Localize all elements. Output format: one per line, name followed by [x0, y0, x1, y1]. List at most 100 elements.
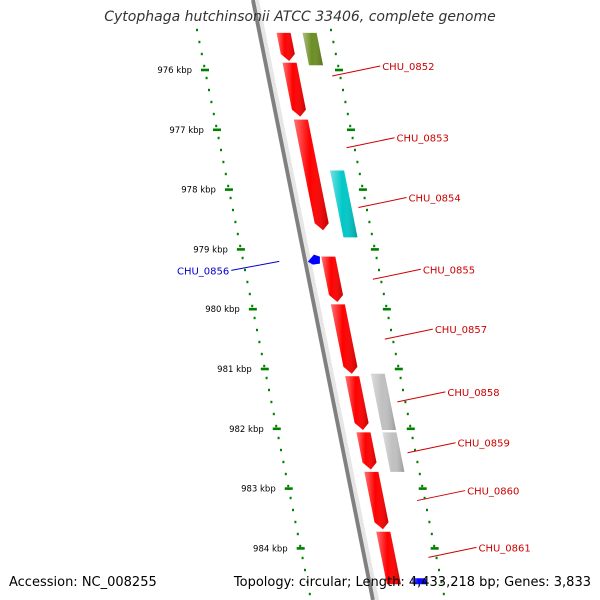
scale-dot — [308, 592, 311, 596]
scale-dot — [253, 316, 256, 320]
scale-dot — [430, 532, 433, 536]
scale-dot — [426, 508, 428, 512]
scale-dot — [284, 472, 287, 476]
scale-tick — [284, 487, 293, 490]
scale-tick — [248, 307, 257, 311]
scale-dot — [363, 196, 366, 200]
scale-dot — [392, 340, 395, 344]
map-title: Cytophaga hutchinsonii ATCC 33406, compl… — [104, 9, 496, 25]
gene-feature-shade — [282, 62, 306, 117]
scale-tick — [335, 68, 343, 72]
scale-dot — [399, 376, 402, 380]
scale-dot — [414, 448, 416, 452]
scale-dot — [241, 256, 244, 260]
gene-label: CHU_0860 — [467, 487, 519, 498]
scale-label: 977 kbp — [169, 126, 204, 136]
scale-dot — [217, 136, 220, 140]
scale-dot — [382, 292, 385, 296]
scale-dot — [251, 304, 254, 308]
gene-label-leader — [428, 546, 477, 558]
scale-dot — [394, 352, 397, 356]
scale-dot — [263, 364, 266, 368]
scale-dot — [378, 268, 380, 272]
scale-dot — [366, 208, 368, 212]
gene-feature-shade — [376, 531, 401, 585]
backbone-line — [255, 0, 379, 600]
scale-tick — [212, 128, 221, 132]
gene-label-leader — [372, 268, 421, 280]
scale-dot — [397, 364, 400, 368]
gene-label: CHU_0856 — [177, 266, 229, 277]
scale-dot — [203, 64, 206, 68]
scale-dot — [342, 88, 344, 92]
scale-dot — [215, 124, 218, 128]
scale-dot — [402, 388, 404, 392]
scale-dot — [351, 136, 354, 140]
scale-dot — [210, 100, 213, 104]
scale-dot — [421, 484, 424, 488]
scale-dot — [373, 244, 376, 248]
scale-tick — [272, 427, 281, 431]
scale-dot — [411, 436, 414, 440]
scale-dot — [224, 172, 227, 176]
scale-dot — [246, 280, 249, 284]
scale-tick — [236, 248, 245, 251]
scale-dot — [294, 520, 297, 524]
gene-feature-shade — [293, 119, 329, 231]
scale-dot — [428, 520, 431, 524]
scale-dot — [442, 592, 445, 596]
scale-dot — [385, 304, 388, 308]
scale-dot — [272, 412, 275, 416]
scale-tick — [296, 547, 305, 550]
scale-dot — [390, 328, 392, 332]
gene-feature-shade — [330, 170, 358, 238]
scale-label: 981 kbp — [217, 365, 252, 375]
scale-dot — [260, 352, 263, 356]
backbone — [251, 0, 379, 600]
scale-dot — [275, 424, 278, 428]
scale-dot — [409, 424, 412, 428]
scale-dot — [368, 220, 371, 224]
gene-feature — [307, 254, 320, 265]
gene-label: CHU_0855 — [423, 265, 475, 276]
gene-label: CHU_0858 — [447, 388, 499, 399]
gene-feature-shade — [370, 373, 396, 430]
gene-feature-shade — [345, 376, 369, 430]
scale-dot — [435, 556, 438, 560]
scale-dot — [358, 172, 361, 176]
scale-tick — [370, 248, 379, 251]
gene-label: CHU_0853 — [397, 134, 449, 145]
scale-dot — [292, 508, 294, 512]
scale-dot — [205, 76, 208, 80]
scale-dot — [229, 196, 232, 200]
scale-dot — [256, 328, 258, 332]
scale-dot — [282, 460, 285, 464]
genome-summary-text: Topology: circular; Length: 4,433,218 bp… — [233, 575, 591, 590]
scale-dot — [289, 496, 292, 500]
gene-feature-shade — [302, 32, 323, 66]
scale-tick — [201, 68, 209, 72]
scale-dot — [265, 376, 268, 380]
scale-dot — [212, 112, 215, 116]
accession-text: Accession: NC_008255 — [9, 575, 157, 590]
gene-label-leader — [397, 391, 446, 403]
scale-dot — [438, 568, 440, 572]
scale-dot — [244, 268, 246, 272]
scale-dot — [268, 388, 270, 392]
scale-tick — [224, 188, 233, 191]
scale-dot — [306, 580, 309, 584]
scale-dot — [416, 460, 419, 464]
scale-tick — [358, 188, 367, 191]
gene-feature-shade — [364, 471, 389, 530]
scale-tick — [346, 128, 355, 132]
scale-dot — [339, 76, 342, 80]
gene-feature-shade — [321, 256, 343, 302]
scale-dot — [354, 148, 356, 152]
scale-tick — [430, 547, 439, 550]
scale-dot — [248, 292, 251, 296]
scale-dot — [280, 448, 282, 452]
scale-dot — [227, 184, 230, 188]
scale-tick — [418, 487, 427, 490]
scale-dot — [200, 52, 203, 56]
